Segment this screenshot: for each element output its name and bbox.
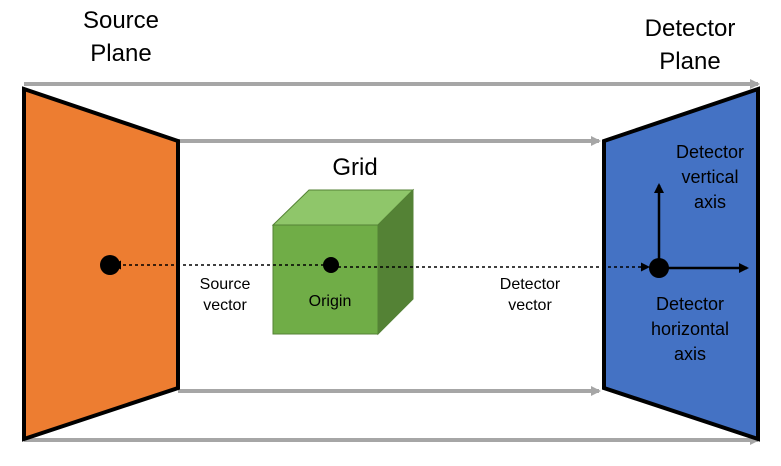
source-vector-label-line2: vector xyxy=(203,297,247,314)
source-vector-label-line1: Source xyxy=(200,276,251,293)
cube-front-face xyxy=(272,224,379,335)
detector-horizontal-axis-label-line1: Detector xyxy=(656,294,724,314)
detector-vertical-axis-label-line2: vertical xyxy=(681,167,738,187)
grid-cube xyxy=(271,188,415,336)
origin-label: Origin xyxy=(309,293,352,310)
source-plane-label-line1: Source xyxy=(83,7,159,34)
detector-plane xyxy=(602,86,760,442)
origin-point xyxy=(323,257,339,273)
detector-plane-label-line1: Detector xyxy=(645,15,736,42)
detector-horizontal-axis-label-line3: axis xyxy=(674,344,706,364)
detector-plane-label-line2: Plane xyxy=(659,48,720,75)
detector-vertical-axis-label-line3: axis xyxy=(694,192,726,212)
detector-horizontal-axis-label-line2: horizontal xyxy=(651,319,729,339)
detector-vector-label-line1: Detector xyxy=(500,276,561,293)
detector-vertical-axis-label-line1: Detector xyxy=(676,142,744,162)
grid-label: Grid xyxy=(332,154,377,181)
source-point xyxy=(100,255,120,275)
source-plane-label-line2: Plane xyxy=(90,40,151,67)
detector-vector-label-line2: vector xyxy=(508,297,552,314)
